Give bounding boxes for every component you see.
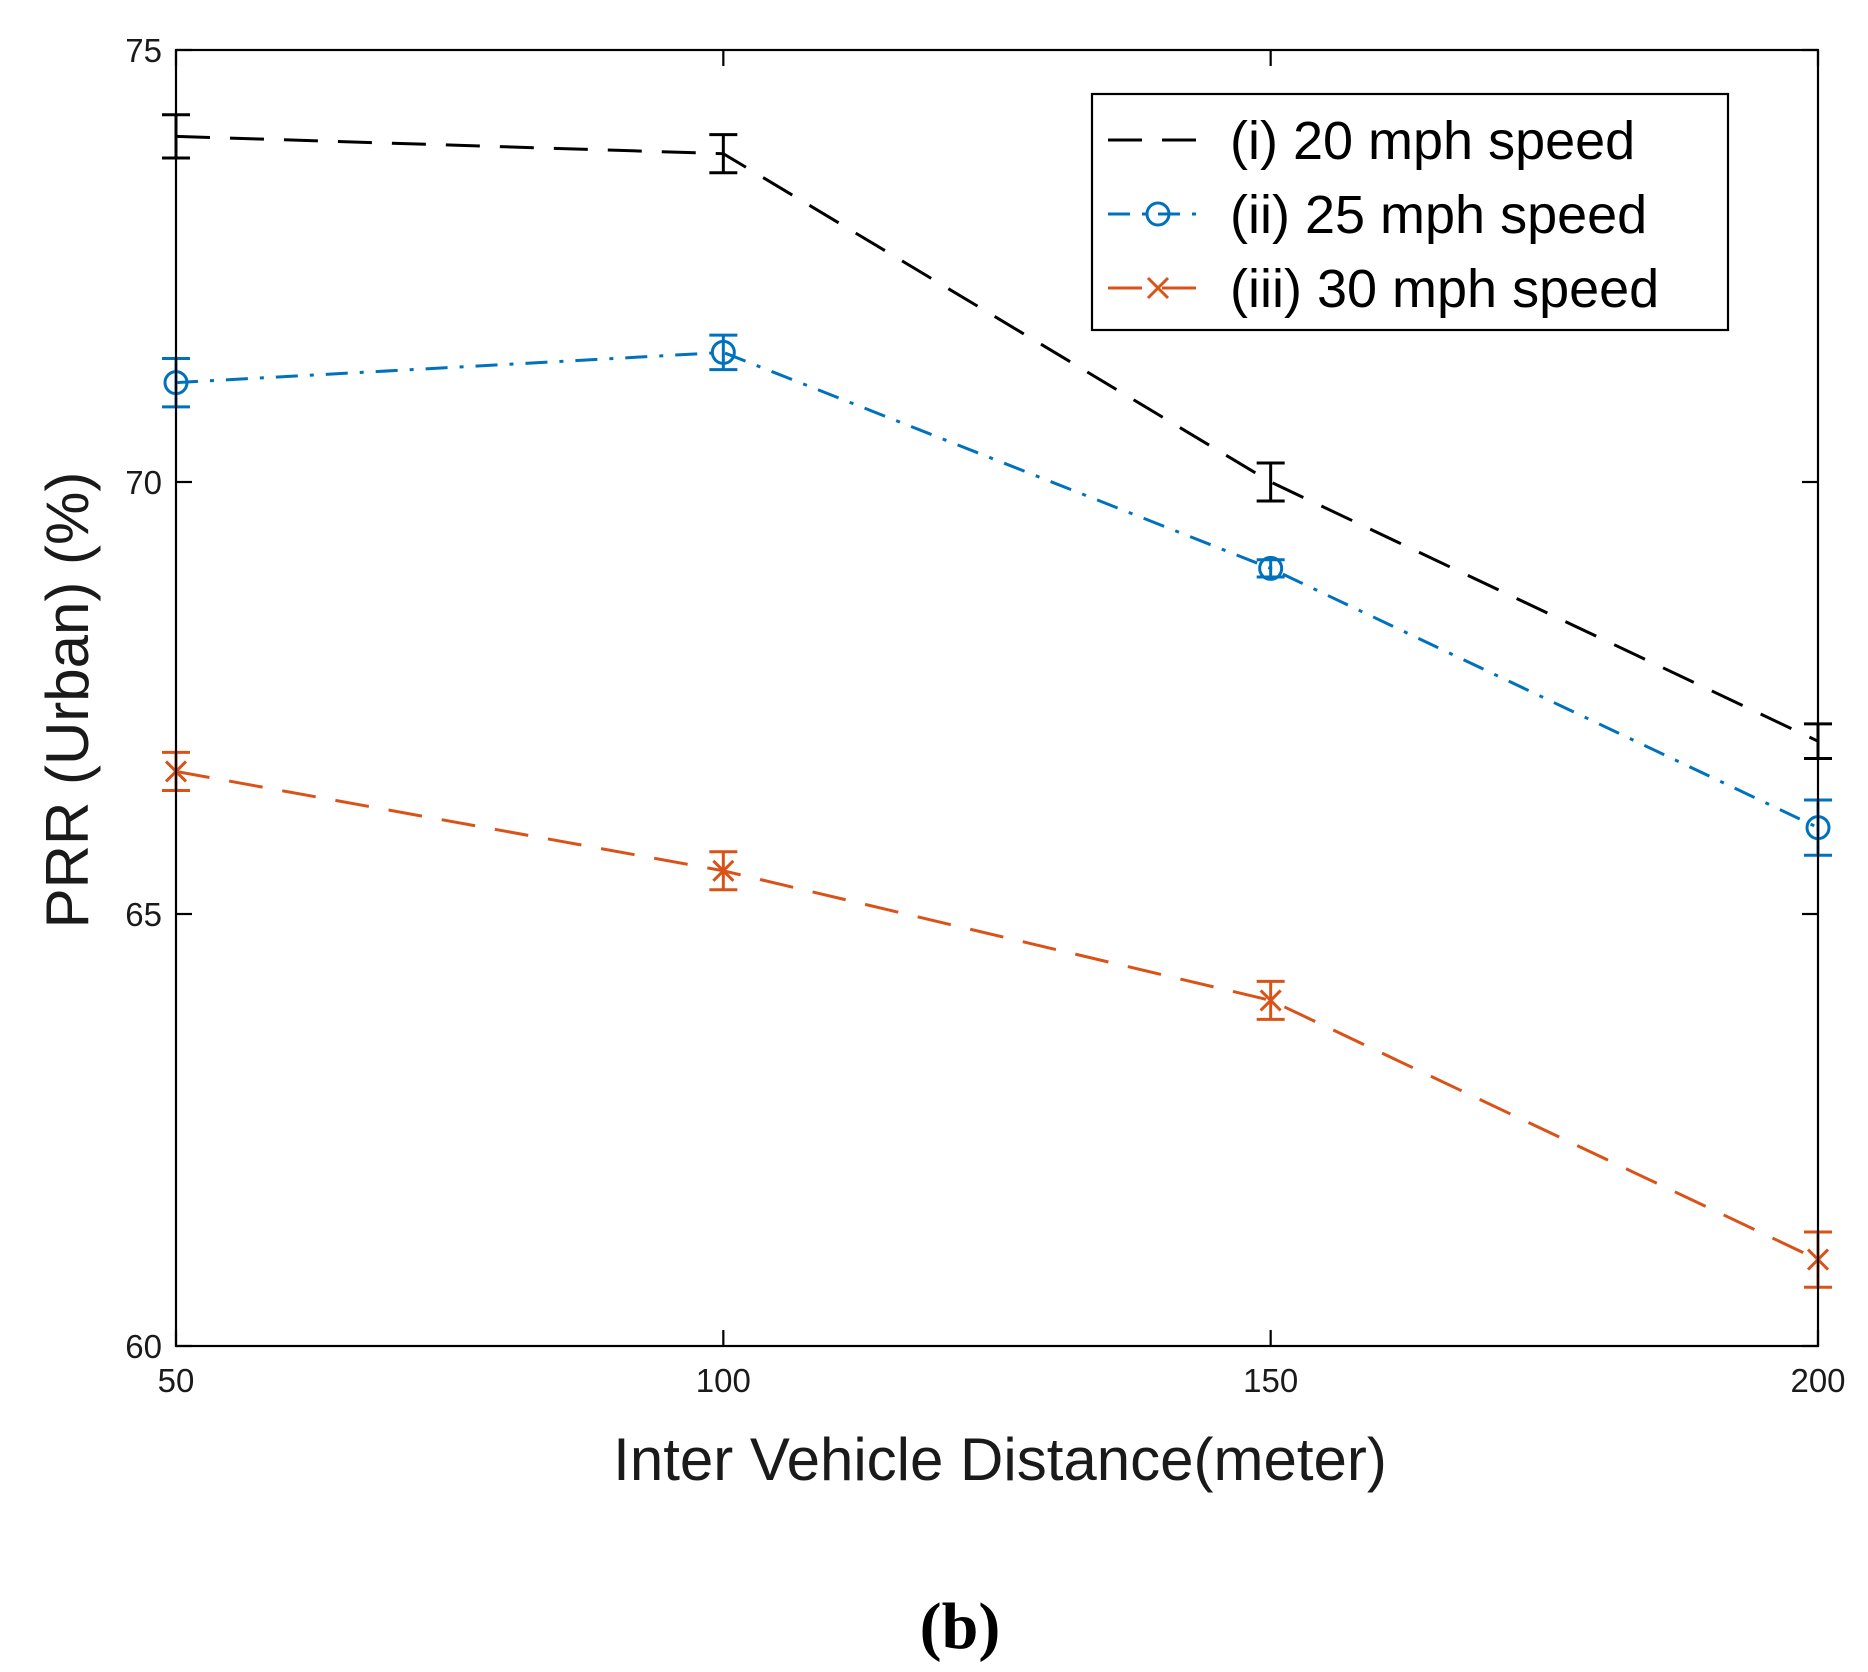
data-point xyxy=(710,339,736,365)
x-axis-title: Inter Vehicle Distance(meter) xyxy=(613,1426,1387,1493)
legend-label: (i) 20 mph speed xyxy=(1230,111,1635,171)
error-bar xyxy=(1256,558,1285,579)
axes-box xyxy=(174,48,1820,1348)
series-line xyxy=(175,134,1819,743)
legend-label: (ii) 25 mph speed xyxy=(1230,185,1647,245)
error-bar xyxy=(1256,461,1285,503)
axes-layer: 50 100 150 200 60 65 70 75 xyxy=(125,32,1845,1399)
legend-item: (ii) 25 mph speed xyxy=(1108,185,1647,245)
x-tick-label: 200 xyxy=(1790,1362,1845,1399)
legend-marker xyxy=(1145,201,1171,227)
y-tick-label: 60 xyxy=(125,1328,162,1365)
legend-box xyxy=(1090,92,1730,332)
legend-item: (i) 20 mph speed xyxy=(1108,111,1635,171)
x-tick-label: 100 xyxy=(696,1362,751,1399)
marker-stroke xyxy=(1146,276,1170,300)
marker-stroke xyxy=(712,859,735,882)
legend: (i) 20 mph speed (ii) 25 mph speed (iii) 3… xyxy=(1090,92,1730,332)
marker-stroke xyxy=(1259,989,1282,1012)
y-tick-label: 65 xyxy=(125,896,162,933)
x-tick-label: 50 xyxy=(158,1362,195,1399)
data-point xyxy=(1258,555,1284,581)
y-axis-title: PRR (Urban) (%) xyxy=(34,472,101,929)
data-point xyxy=(712,859,735,882)
y-tick-label: 75 xyxy=(125,32,162,69)
figure-caption: (b) xyxy=(920,1590,1001,1663)
y-tick-label: 70 xyxy=(125,464,162,501)
error-bar xyxy=(709,133,738,175)
legend-label: (iii) 30 mph speed xyxy=(1230,259,1659,319)
legend-item: (iii) 30 mph speed xyxy=(1108,259,1659,319)
legend-marker xyxy=(1146,276,1170,300)
data-point xyxy=(1259,989,1282,1012)
x-tick-label: 150 xyxy=(1243,1362,1298,1399)
series-line xyxy=(175,769,1819,1261)
